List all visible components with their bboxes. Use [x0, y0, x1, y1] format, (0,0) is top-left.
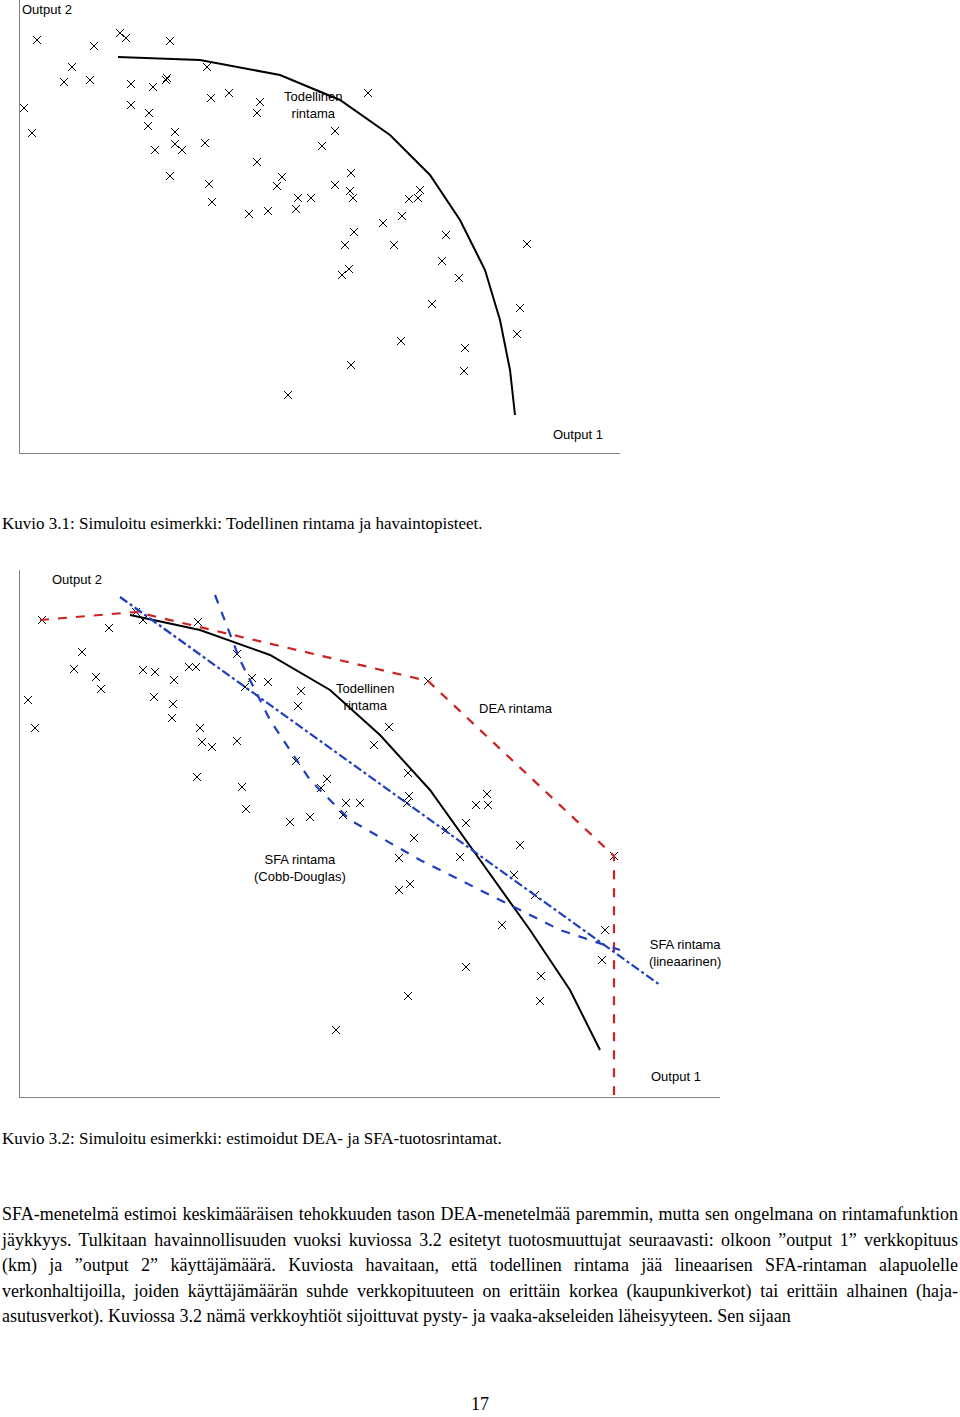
html-text:SFA-menetelmä estimoi keskimää: SFA-menetelmä estimoi keskimääräisen teh…: [2, 1204, 958, 1327]
svg-text:Todellinenrintama: Todellinenrintama: [284, 89, 343, 121]
html-text:Kuvio 3.2: Simuloitu esimerkki: Kuvio 3.2: Simuloitu esimerkki: estimoid…: [2, 1129, 502, 1148]
html-text:17: 17: [471, 1394, 489, 1414]
svg-text:SFA rintama(Cobb-Douglas): SFA rintama(Cobb-Douglas): [254, 852, 346, 884]
svg-text:Output 1: Output 1: [651, 1069, 701, 1084]
svg-text:Output 2: Output 2: [22, 2, 72, 17]
svg-text:Output 1: Output 1: [553, 427, 603, 442]
html-text:Kuvio 3.1: Simuloitu esimerkki: Kuvio 3.1: Simuloitu esimerkki: Todellin…: [2, 514, 483, 533]
svg-text:Output 2: Output 2: [52, 572, 102, 587]
svg-text:DEA rintama: DEA rintama: [479, 701, 553, 716]
svg-text:SFA rintama(lineaarinen): SFA rintama(lineaarinen): [649, 937, 721, 969]
svg-text:Todellinenrintama: Todellinenrintama: [336, 681, 395, 713]
